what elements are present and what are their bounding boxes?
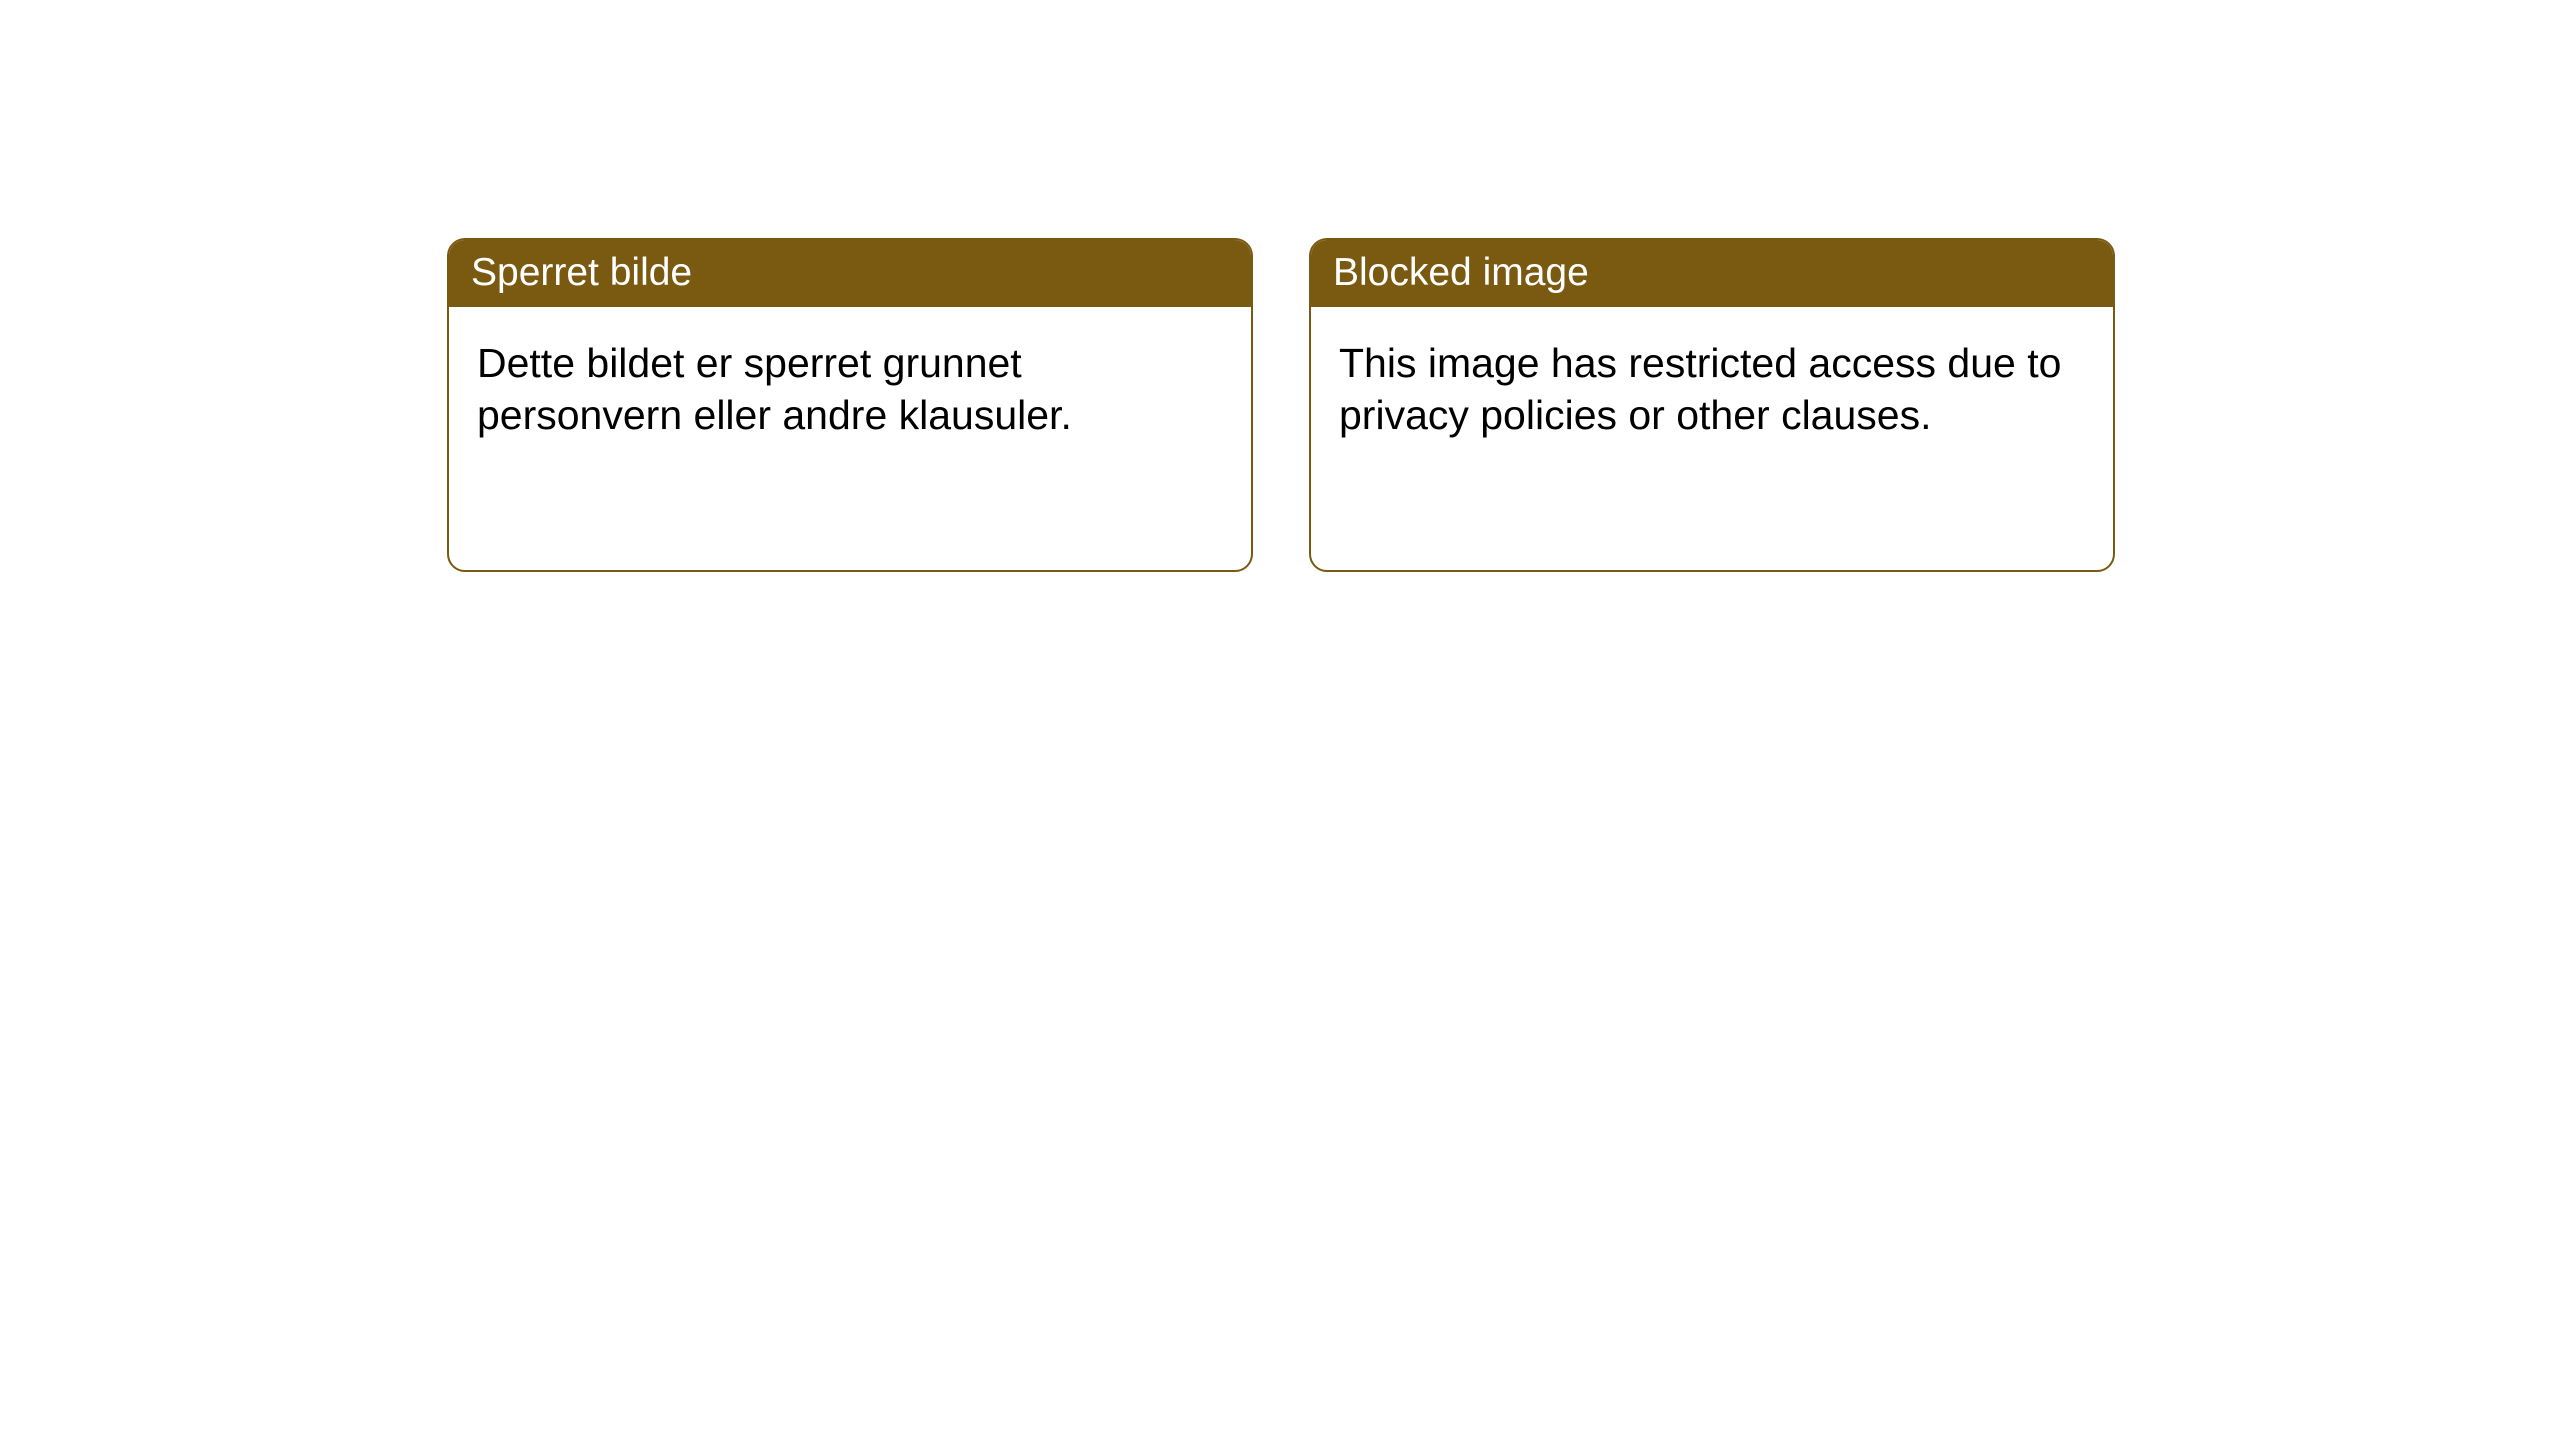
notice-header-en: Blocked image	[1311, 240, 2113, 307]
notice-body-no: Dette bildet er sperret grunnet personve…	[449, 307, 1251, 471]
notice-container: Sperret bilde Dette bildet er sperret gr…	[0, 0, 2560, 572]
notice-body-en: This image has restricted access due to …	[1311, 307, 2113, 471]
notice-box-en: Blocked image This image has restricted …	[1309, 238, 2115, 572]
notice-header-no: Sperret bilde	[449, 240, 1251, 307]
notice-box-no: Sperret bilde Dette bildet er sperret gr…	[447, 238, 1253, 572]
